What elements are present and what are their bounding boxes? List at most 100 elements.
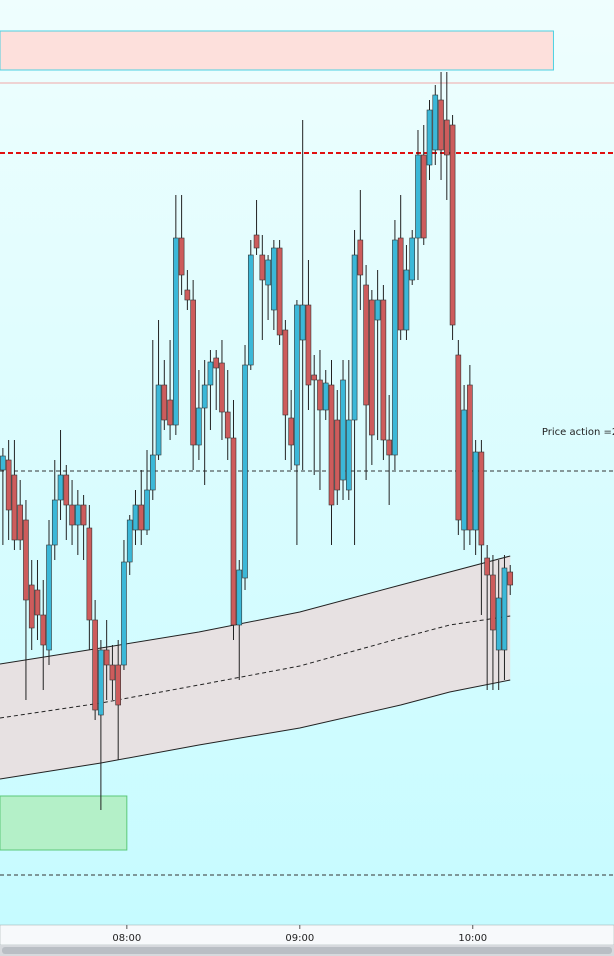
candle-body	[294, 304, 300, 466]
candle-body	[92, 619, 98, 711]
candle-body	[386, 439, 392, 456]
candle-body	[484, 557, 490, 576]
band-fill	[0, 556, 511, 779]
candle-body	[409, 237, 416, 281]
candle-body	[109, 664, 116, 681]
candle-body	[472, 451, 479, 531]
candle-body	[317, 379, 323, 411]
candle-body	[57, 474, 64, 501]
zone	[0, 795, 128, 851]
candle-body	[149, 454, 156, 491]
x-tick-label: 08:00	[112, 933, 141, 944]
plot-background	[0, 0, 614, 925]
candle-body	[374, 299, 381, 321]
candle-body	[28, 584, 35, 629]
scrollbar-thumb[interactable]	[2, 947, 612, 954]
candle-body	[363, 284, 369, 406]
candle-body	[138, 504, 145, 531]
candle-body	[305, 304, 312, 386]
candle-body	[397, 237, 404, 331]
candle-body	[190, 299, 196, 446]
candle-body	[75, 504, 81, 526]
candle-body	[403, 269, 410, 331]
candle-body	[178, 237, 185, 276]
candle-body	[230, 437, 237, 626]
candle-body	[420, 154, 427, 239]
candle-body	[432, 94, 439, 151]
candle-body	[224, 411, 231, 439]
candle-body	[98, 649, 104, 716]
candle-body	[144, 489, 150, 531]
candle-body	[201, 384, 208, 409]
candle-body	[478, 451, 485, 546]
candle-body	[236, 569, 243, 626]
candle-body	[438, 99, 444, 151]
candle-body	[444, 119, 450, 156]
candle-body	[328, 384, 335, 506]
annotation: Price action =2	[542, 427, 614, 438]
candle-body	[351, 254, 358, 421]
candle-body	[126, 519, 133, 563]
candle-body	[23, 519, 29, 601]
candle-body	[69, 504, 75, 526]
candle-body	[46, 544, 52, 651]
x-tick-label: 09:00	[285, 933, 314, 944]
x-tick-label: 10:00	[458, 933, 487, 944]
candle-body	[5, 459, 12, 511]
candle-body	[80, 504, 87, 526]
candle-body	[115, 664, 121, 706]
candle-body	[311, 374, 318, 381]
candle-body	[196, 407, 202, 446]
candle-body	[271, 247, 277, 311]
candle-body	[207, 361, 214, 386]
candle-body	[426, 109, 433, 166]
candle-body	[253, 234, 260, 249]
candle-body	[259, 254, 266, 281]
candle-body	[173, 237, 179, 426]
candle-body	[17, 504, 23, 541]
candle-body	[340, 379, 346, 481]
candle-body	[121, 561, 127, 666]
candle-body	[51, 499, 58, 546]
candle-body	[334, 419, 341, 491]
candle-body	[345, 419, 352, 491]
candle-body	[299, 304, 306, 341]
candle-body	[357, 239, 364, 276]
candle-body	[63, 474, 70, 506]
candle-body	[242, 364, 248, 579]
candle-body	[507, 571, 514, 586]
candle-body	[103, 649, 110, 666]
candle-body	[461, 409, 467, 531]
candle-body	[467, 384, 473, 531]
candle-body	[455, 354, 462, 521]
candle-body	[34, 589, 41, 616]
candle-body	[369, 299, 375, 436]
candle-body	[380, 299, 387, 441]
candle-body	[392, 239, 398, 456]
candle-body	[40, 614, 47, 646]
candle-body	[322, 382, 329, 411]
candle-body	[161, 384, 168, 421]
candle-body	[132, 504, 139, 531]
candle-body	[247, 254, 254, 366]
candle-body	[0, 455, 6, 471]
candle-body	[167, 399, 173, 426]
candle-body	[495, 597, 502, 651]
candle-body	[86, 527, 93, 621]
candle-body	[213, 357, 219, 369]
candle-body	[11, 474, 18, 541]
candle-body	[276, 247, 283, 336]
candle-body	[415, 154, 421, 239]
candle-body	[282, 329, 289, 416]
candle-body	[155, 384, 162, 456]
candle-body	[265, 259, 271, 286]
band-middle	[0, 615, 511, 719]
candle-body	[219, 362, 225, 413]
candle-body	[288, 417, 294, 446]
candle-body	[490, 574, 496, 631]
candle-body	[184, 289, 191, 301]
candle-body	[449, 124, 456, 326]
zone	[0, 30, 554, 71]
candle-body	[501, 567, 508, 651]
